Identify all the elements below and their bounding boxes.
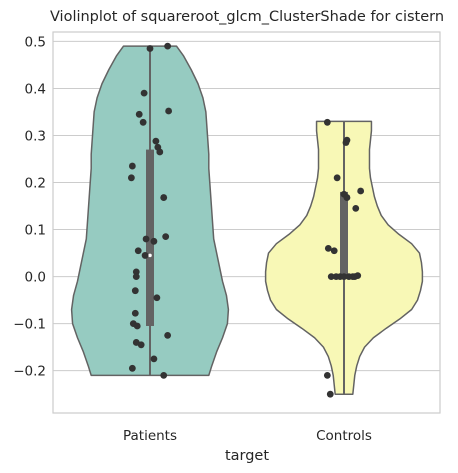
data-point [131,287,139,295]
data-point [342,139,350,146]
x-tick-labels: Patients Controls [123,428,372,444]
y-tick-label: 0.2 [25,176,46,192]
data-point [164,42,172,50]
violins [70,45,424,395]
data-point [141,252,149,259]
data-point [134,247,142,255]
y-tick-label: −0.2 [13,364,46,380]
data-point [152,137,160,145]
data-point [333,174,341,182]
data-point [150,355,158,363]
y-tick-label: 0.4 [25,81,46,97]
data-point [324,244,332,252]
data-point [128,162,136,170]
data-point [133,322,141,330]
data-point [153,294,161,302]
x-tick-label: Patients [123,428,177,444]
data-point [330,247,338,255]
y-tick-label: 0.1 [25,223,46,239]
data-point [128,364,136,372]
data-point [354,272,362,280]
data-point [357,187,365,195]
data-point [323,118,331,126]
median-marker [148,253,152,258]
x-tick-label: Controls [316,428,372,444]
data-point [323,371,331,379]
data-point [164,331,172,339]
data-point [160,194,168,201]
data-point [132,268,140,276]
data-point [131,309,139,317]
data-point [160,371,168,379]
data-point [165,107,173,115]
y-tick-labels: −0.2 −0.1 0.0 0.1 0.2 0.3 0.4 0.5 [13,34,46,379]
x-axis-label: target [225,448,269,464]
plot-frame [52,31,441,414]
data-point [343,194,351,201]
data-point [135,110,143,118]
data-point [142,235,150,243]
data-point [127,174,135,182]
data-point [327,273,335,280]
data-point [150,237,158,245]
y-tick-label: 0.0 [25,270,46,286]
chart-title: Violinplot of squareroot_glcm_ClusterSha… [50,9,444,25]
data-point [162,233,170,241]
data-point [352,204,360,212]
data-points [127,42,365,398]
y-tick-label: 0.5 [25,34,46,50]
data-point [156,148,164,156]
iqr-box [340,191,348,277]
data-point [132,273,140,280]
data-point [326,390,334,398]
y-tick-label: 0.3 [25,128,46,144]
data-point [140,89,148,97]
y-tick-label: −0.1 [13,317,46,333]
data-point [139,118,147,126]
data-point [340,273,348,280]
data-point [146,45,154,52]
data-point [137,341,145,349]
iqr-box [146,149,154,326]
